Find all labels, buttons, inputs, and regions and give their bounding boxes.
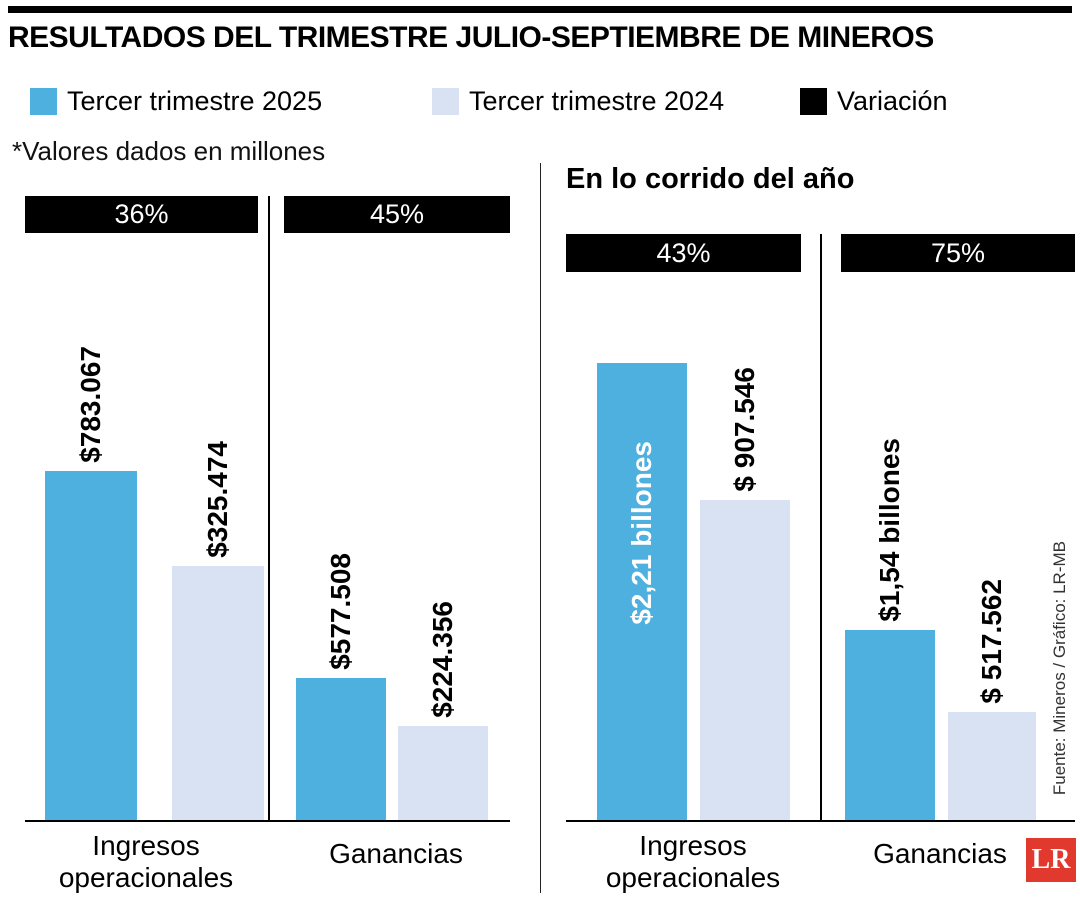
value-label-q2025-ganancias: $577.508	[325, 553, 356, 670]
legend-swatch-2025	[30, 88, 57, 115]
bar-ytd2025-ingresos	[597, 363, 687, 820]
variation-value: 75%	[930, 237, 986, 268]
value-label-ytd2024-ganancias: $ 517.562	[976, 579, 1007, 704]
panel-divider	[540, 163, 541, 893]
variation-badge-ytd-ingresos: 43%	[566, 234, 801, 272]
bar-ytd2024-ganancias	[948, 712, 1036, 820]
legend-label-2025: Tercer trimestre 2025	[67, 86, 323, 116]
bar-q2024-ingresos	[172, 566, 264, 820]
page-title: RESULTADOS DEL TRIMESTRE JULIO-SEPTIEMBR…	[8, 21, 934, 54]
legend-item-2025: Tercer trimestre 2025	[30, 86, 322, 117]
variation-badge-ytd-ganancias: 75%	[841, 234, 1075, 272]
value-label-ytd2025-ingresos: $2,21 billones	[626, 441, 657, 625]
axis-baseline-left	[25, 820, 510, 822]
category-label-ytd-ingresos: Ingresos operacionales	[605, 830, 781, 893]
legend-item-variation: Variación	[800, 86, 948, 117]
category-label-ytd-ganancias: Ganancias	[873, 838, 1007, 869]
category-label-q-ganancias: Ganancias	[329, 838, 463, 869]
units-note: *Valores dados en millones	[12, 136, 326, 166]
category-label-q-ingresos: Ingresos operacionales	[58, 830, 234, 893]
group-divider-left	[268, 196, 270, 820]
group-divider-right	[820, 234, 822, 820]
variation-value: 36%	[114, 199, 169, 229]
lr-logo: LR	[1026, 838, 1076, 882]
variation-badge-q-ganancias: 45%	[284, 196, 510, 233]
bar-q2025-ingresos	[45, 471, 137, 820]
variation-value: 45%	[369, 199, 425, 229]
bar-q2024-ganancias	[398, 726, 488, 820]
value-label-q2024-ingresos: $325.474	[202, 441, 233, 558]
legend-swatch-variation	[800, 88, 827, 115]
value-label-ytd2025-ganancias: $1,54 billones	[874, 438, 905, 622]
ytd-panel-title: En lo corrido del año	[566, 163, 855, 195]
axis-baseline-right	[566, 820, 1075, 822]
value-label-q2025-ingresos: $783.067	[75, 346, 106, 463]
variation-badge-q-ingresos: 36%	[25, 196, 258, 233]
value-label-q2024-ganancias: $224.356	[427, 601, 458, 718]
legend-item-2024: Tercer trimestre 2024	[432, 86, 724, 117]
bar-ytd2024-ingresos	[700, 500, 790, 820]
legend-label-2024: Tercer trimestre 2024	[469, 86, 725, 116]
legend-swatch-2024	[432, 88, 459, 115]
top-rule	[8, 6, 1072, 13]
bar-ytd2025-ganancias	[845, 630, 935, 820]
legend-label-variation: Variación	[837, 86, 948, 116]
value-label-ytd2024-ingresos: $ 907.546	[729, 367, 760, 492]
variation-value: 43%	[656, 237, 711, 268]
source-credit: Fuente: Mineros / Gráfico: LR-MB	[1050, 540, 1069, 795]
bar-q2025-ganancias	[296, 678, 386, 820]
